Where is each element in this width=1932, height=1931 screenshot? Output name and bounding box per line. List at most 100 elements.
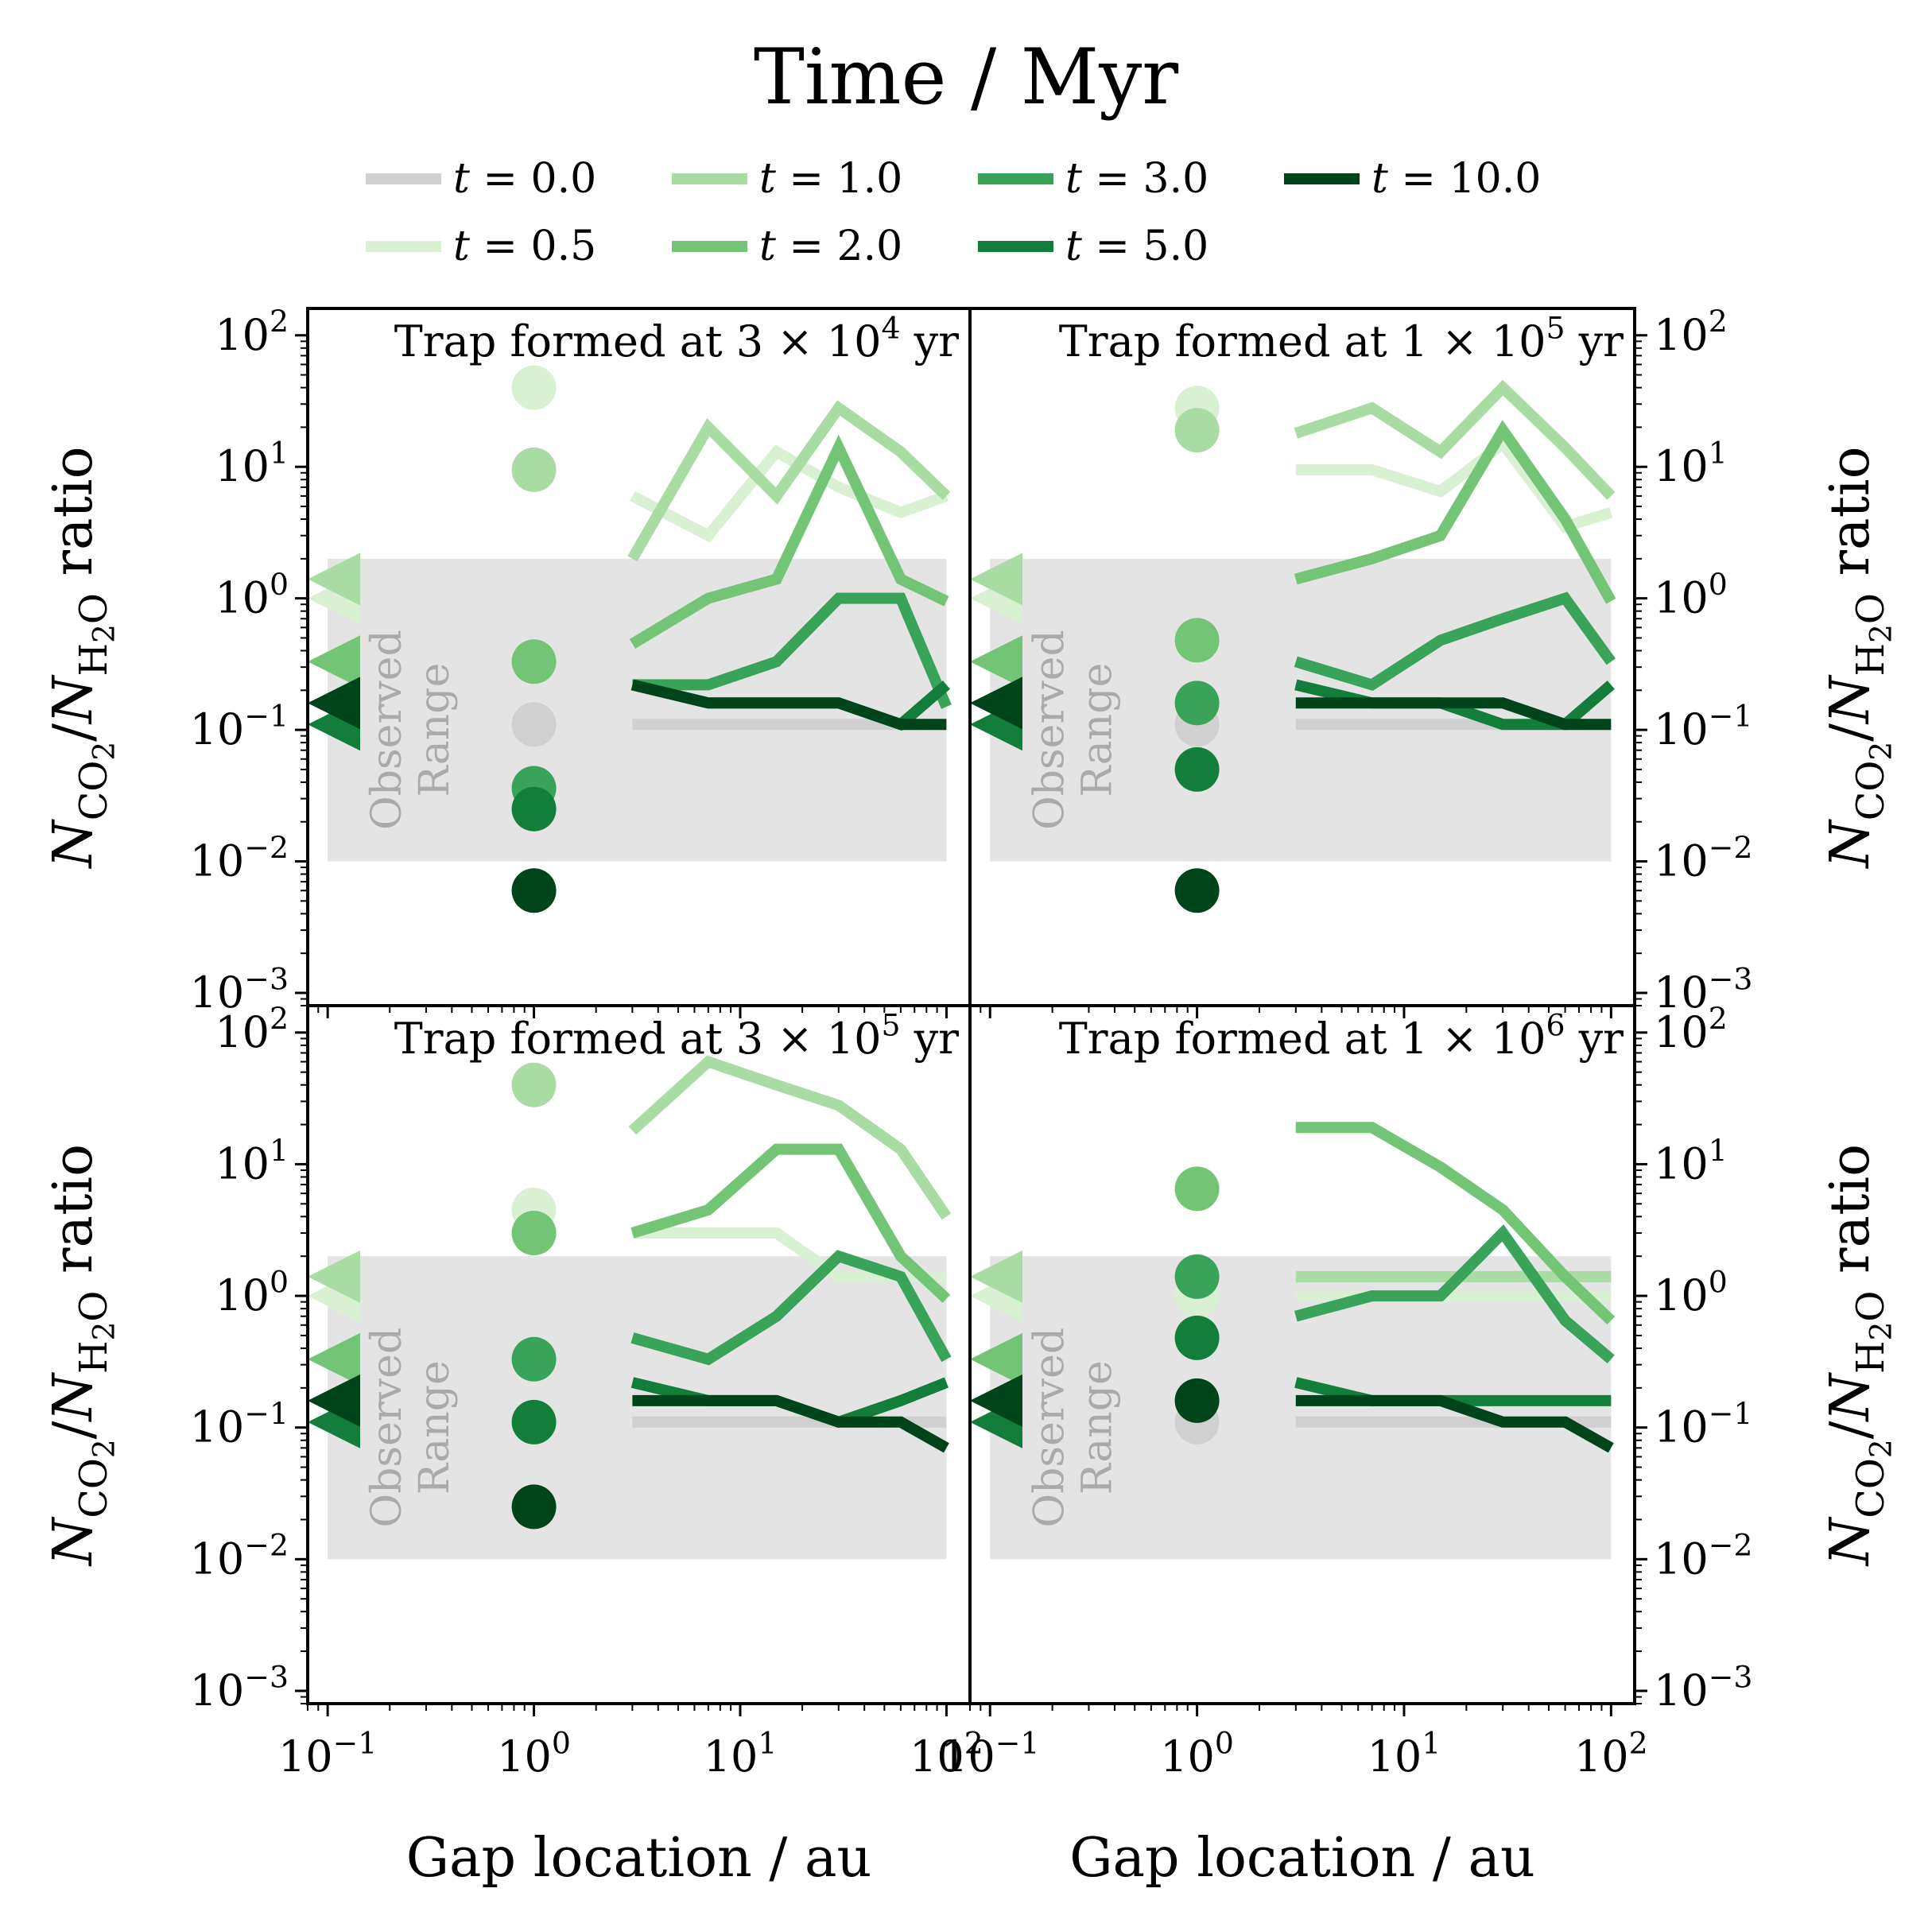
series-marker bbox=[970, 677, 1022, 730]
series-line bbox=[1295, 1122, 1616, 1325]
x-axis-label: Gap location / au bbox=[406, 1827, 872, 1890]
series-point bbox=[1174, 1254, 1220, 1299]
series-line bbox=[627, 400, 951, 562]
panel-2: Observed Range Trap formed at 1 × 105 yr 10… bbox=[968, 304, 1899, 1018]
x-tick-label: 101 bbox=[704, 1725, 778, 1782]
legend-label: t = 5.0 bbox=[1065, 223, 1208, 270]
y-axis-label-left: NCO2/NH2O ratio bbox=[42, 1144, 122, 1567]
legend-label: t = 3.0 bbox=[1065, 155, 1208, 203]
legend-title: Time / Myr bbox=[754, 33, 1178, 122]
y-axis-label-left-text: NCO2/NH2O ratio bbox=[42, 446, 122, 869]
legend-label: t = 2.0 bbox=[759, 223, 902, 270]
x-axis-label: Gap location / au bbox=[1069, 1827, 1535, 1890]
y-tick-label: 100 bbox=[1654, 567, 1728, 623]
series-point bbox=[1174, 1378, 1220, 1423]
y-tick-label: 10−2 bbox=[190, 830, 289, 886]
y-tick-label: 10−3 bbox=[1654, 1659, 1752, 1716]
series-point bbox=[511, 1211, 557, 1256]
y-tick-label: 10−2 bbox=[190, 1528, 289, 1584]
observed-label-line1: Observed bbox=[363, 630, 411, 830]
x-tick-label: 101 bbox=[1368, 1725, 1441, 1782]
series-line bbox=[1294, 1224, 1615, 1364]
series-line bbox=[1294, 591, 1616, 692]
y-tick-label: 10−1 bbox=[1654, 698, 1752, 754]
series-line bbox=[630, 679, 947, 731]
y-tick-label: 101 bbox=[1654, 436, 1728, 492]
y-tick-label: 101 bbox=[215, 436, 289, 492]
y-tick-label: 100 bbox=[215, 567, 289, 623]
series-line bbox=[628, 1055, 952, 1220]
series-point bbox=[1174, 1166, 1220, 1212]
series-line bbox=[1295, 1394, 1614, 1453]
x-tick-label: 102 bbox=[1574, 1725, 1648, 1782]
legend-label: t = 0.0 bbox=[453, 155, 596, 203]
series-line bbox=[629, 434, 949, 649]
x-tick-label: 10−1 bbox=[278, 1725, 377, 1782]
y-tick-label: 102 bbox=[1654, 1001, 1728, 1057]
series-line bbox=[632, 592, 952, 709]
observed-label-line1: Observed bbox=[363, 1328, 411, 1528]
y-tick-label: 10−2 bbox=[1654, 830, 1752, 886]
y-tick-label: 10−2 bbox=[1654, 1528, 1752, 1584]
series-marker bbox=[970, 1250, 1022, 1303]
series-marker bbox=[970, 1374, 1022, 1427]
series-marker bbox=[308, 677, 360, 730]
series-point bbox=[511, 1062, 557, 1107]
observed-label-line2: Range bbox=[1074, 1360, 1122, 1495]
panel-3: Observed Range Trap formed at 3 × 105 yr 10… bbox=[42, 1001, 983, 1890]
y-axis-label-right: NCO2/NH2O ratio bbox=[1819, 446, 1899, 869]
series-line bbox=[630, 1143, 951, 1303]
series-line bbox=[1295, 697, 1612, 731]
observed-range-label: Observed Range bbox=[1026, 1328, 1122, 1528]
series-point bbox=[511, 1399, 557, 1444]
observed-range-band bbox=[328, 1256, 947, 1560]
panel-1: Observed Range Trap formed at 3 × 104 yr 10… bbox=[42, 304, 972, 1018]
y-tick-label: 101 bbox=[1654, 1133, 1728, 1189]
series-line bbox=[1294, 420, 1616, 604]
series-line bbox=[630, 1250, 952, 1366]
series-marker bbox=[308, 553, 360, 606]
series-point bbox=[1174, 1315, 1220, 1360]
series-point bbox=[1174, 868, 1220, 913]
panel-title: Trap formed at 3 × 104 yr bbox=[394, 310, 959, 366]
series-point bbox=[1174, 408, 1220, 453]
y-axis-label-right-text: NCO2/NH2O ratio bbox=[1819, 1144, 1899, 1567]
y-axis-label-right-text: NCO2/NH2O ratio bbox=[1819, 446, 1899, 869]
y-axis-label-right: NCO2/NH2O ratio bbox=[1819, 1144, 1899, 1567]
observed-range-band bbox=[990, 1256, 1612, 1560]
series-point bbox=[511, 702, 557, 747]
legend-label: t = 1.0 bbox=[759, 155, 902, 203]
observed-label-line1: Observed bbox=[1026, 630, 1074, 830]
series-point bbox=[1174, 618, 1220, 663]
x-tick-label: 10−1 bbox=[941, 1725, 1039, 1782]
legend: Time / Myr t = 0.0 t = 0.5 t = 1.0 t = 2.0 t … bbox=[366, 33, 1541, 270]
y-tick-label: 100 bbox=[215, 1264, 289, 1320]
panel-frame bbox=[968, 1004, 1636, 1705]
y-tick-label: 101 bbox=[215, 1133, 289, 1189]
y-tick-label: 102 bbox=[215, 304, 289, 360]
y-axis-label-left-text: NCO2/NH2O ratio bbox=[42, 1144, 122, 1567]
x-tick-label: 100 bbox=[1160, 1725, 1234, 1782]
series-point bbox=[1174, 746, 1220, 792]
observed-label-line2: Range bbox=[1074, 663, 1122, 797]
observed-range-label: Observed Range bbox=[363, 630, 459, 830]
series-marker bbox=[970, 553, 1022, 606]
y-tick-label: 100 bbox=[1654, 1264, 1728, 1320]
y-tick-label: 102 bbox=[215, 1001, 289, 1057]
series-line bbox=[630, 444, 949, 543]
series-line bbox=[632, 1227, 947, 1282]
series-marker bbox=[308, 1332, 360, 1386]
series-line bbox=[1294, 379, 1616, 500]
series-point bbox=[511, 868, 557, 913]
series-marker bbox=[970, 635, 1022, 688]
panel-title: Trap formed at 1 × 105 yr bbox=[1059, 310, 1624, 366]
series-marker bbox=[970, 1332, 1022, 1386]
observed-label-line2: Range bbox=[411, 1360, 459, 1495]
series-point bbox=[511, 639, 557, 684]
series-point bbox=[511, 1484, 557, 1530]
y-tick-label: 10−1 bbox=[1654, 1396, 1752, 1452]
series-line bbox=[632, 1394, 949, 1453]
x-tick-label: 100 bbox=[497, 1725, 571, 1782]
panel-4: Observed Range Trap formed at 1 × 106 yr 10… bbox=[941, 1001, 1899, 1890]
